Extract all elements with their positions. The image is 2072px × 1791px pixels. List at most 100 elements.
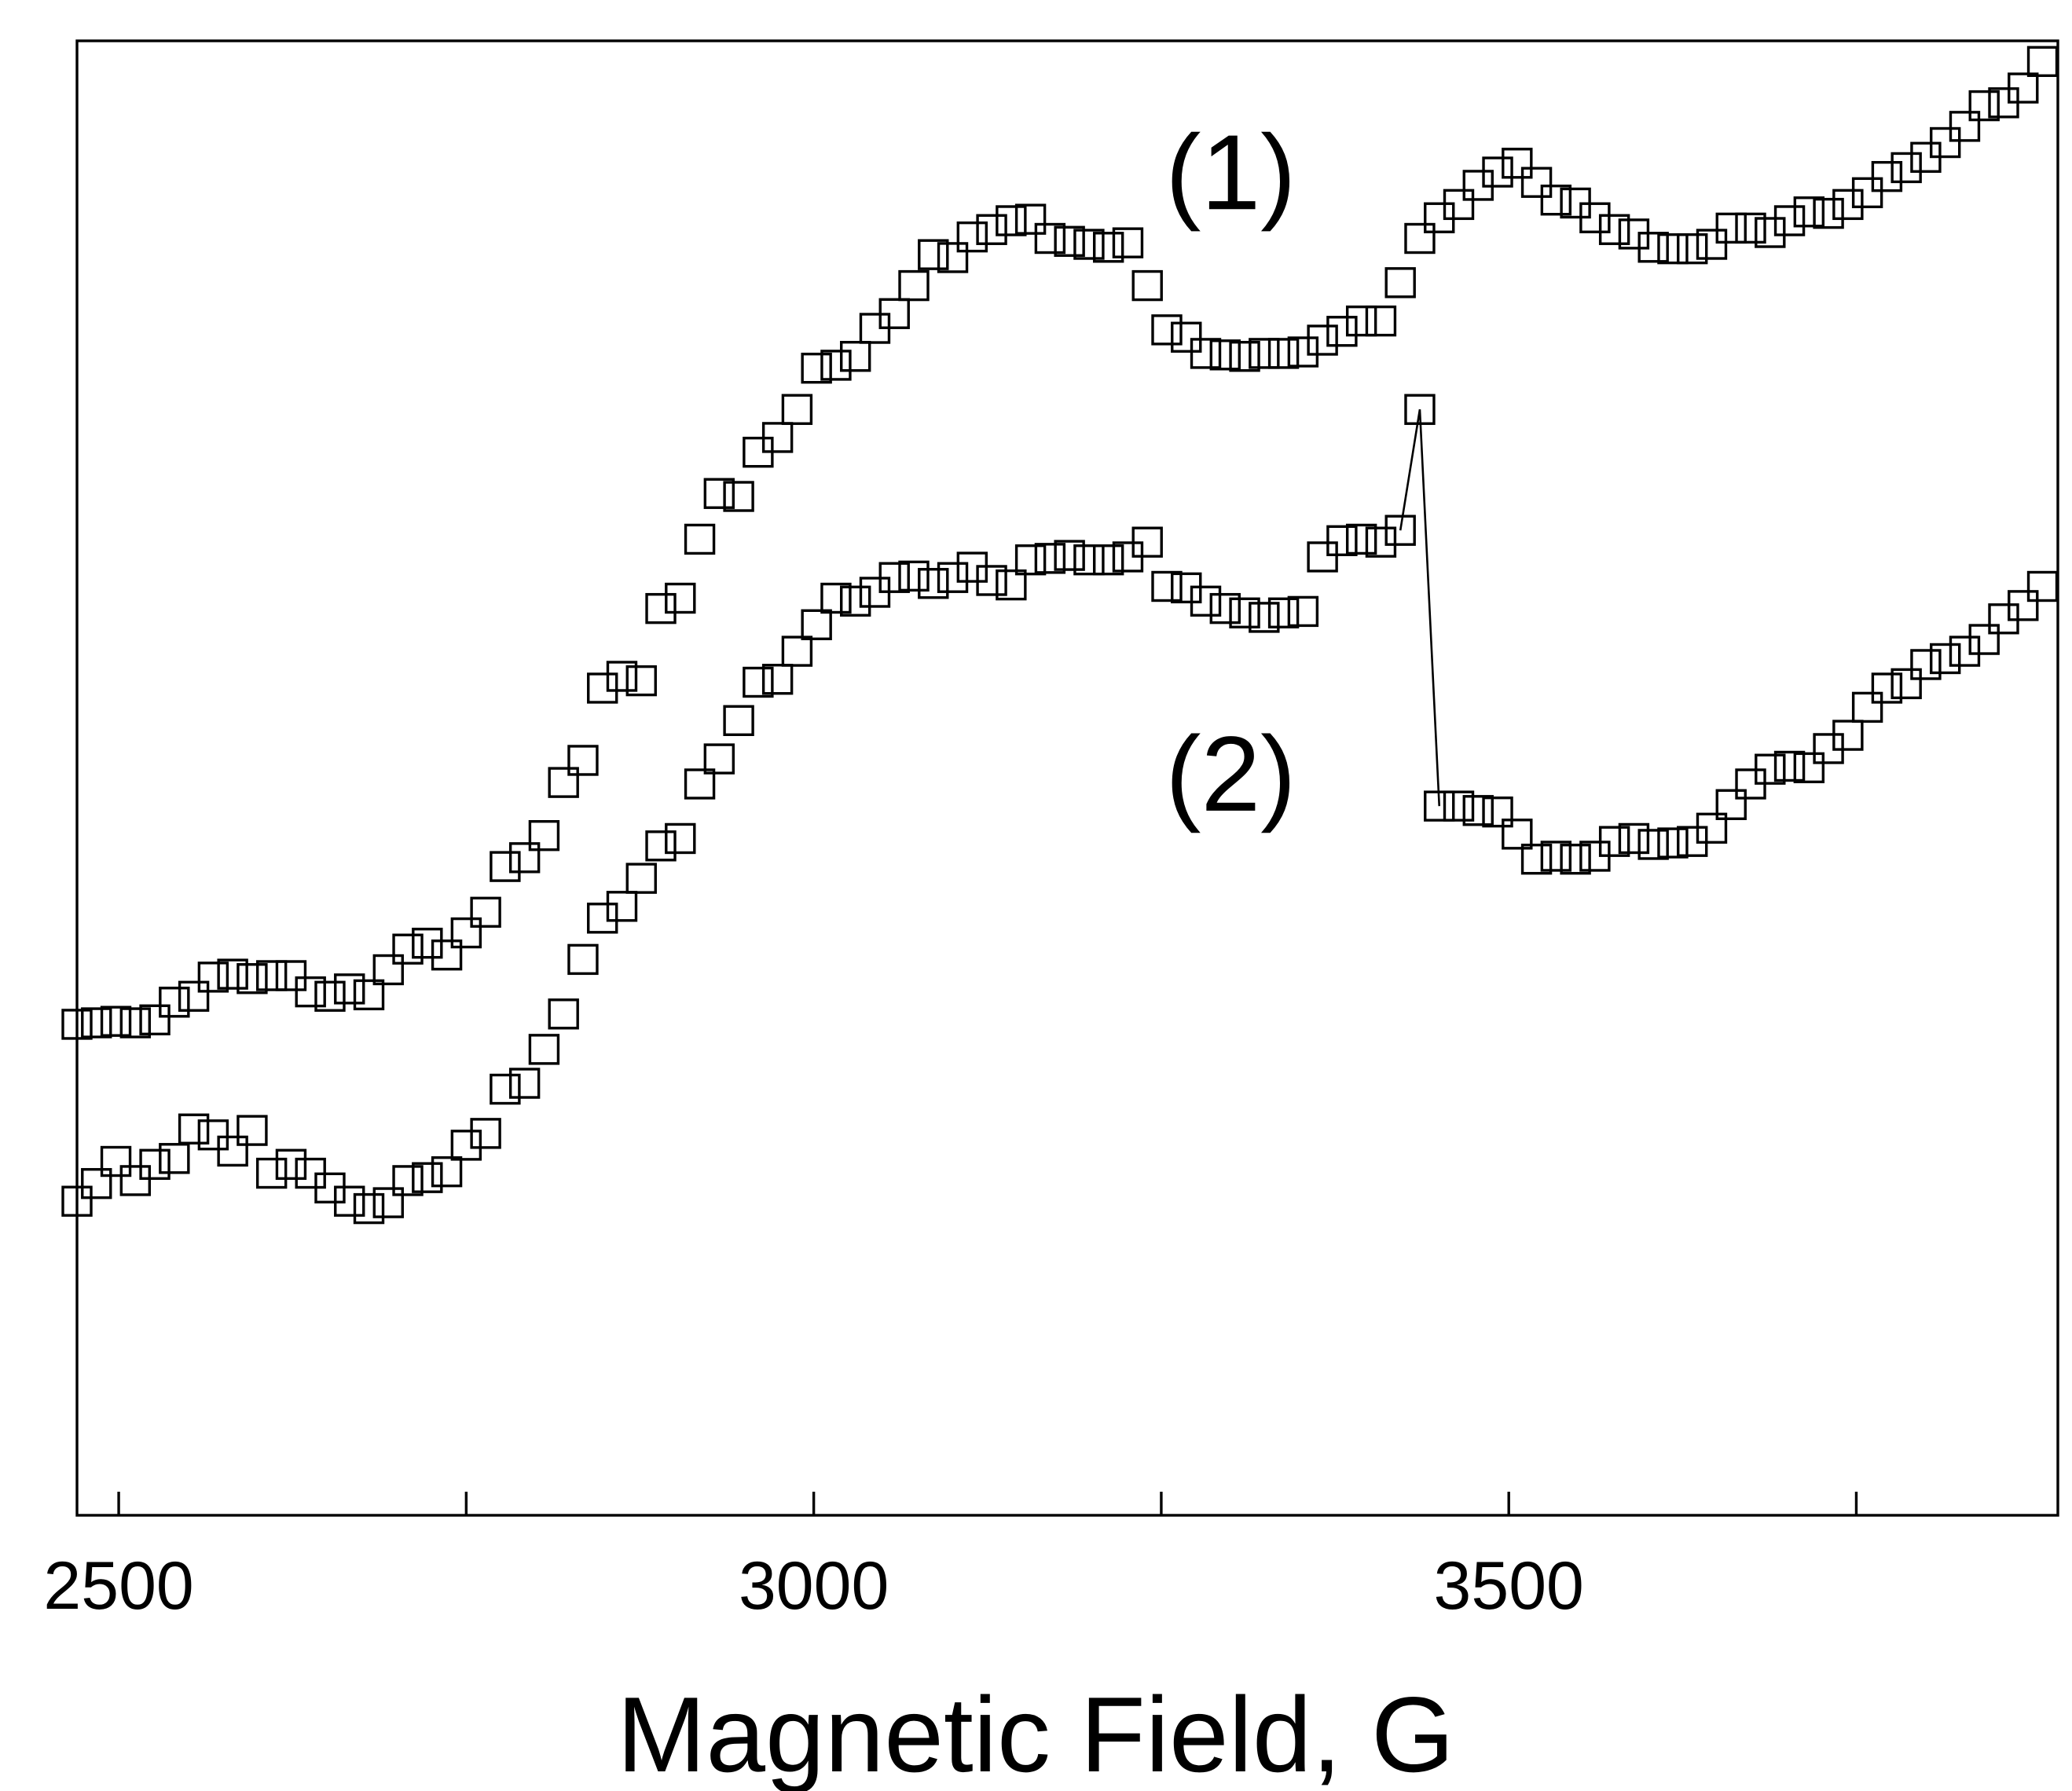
data-point — [801, 352, 832, 384]
data-point — [450, 1130, 482, 1161]
data-point — [1073, 229, 1105, 260]
data-point — [412, 1162, 443, 1193]
data-point — [61, 1185, 93, 1217]
data-point — [1443, 790, 1475, 822]
data-point — [1735, 212, 1766, 244]
data-point — [937, 242, 969, 273]
data-point — [587, 903, 618, 934]
data-point — [625, 863, 657, 894]
data-point — [1755, 753, 1786, 785]
data-point — [1520, 844, 1553, 875]
data-point — [237, 1115, 268, 1146]
data-point — [178, 1113, 210, 1145]
data-point — [1560, 844, 1591, 875]
spike-trace — [1399, 409, 1441, 807]
data-point — [820, 350, 852, 381]
data-point — [139, 1148, 171, 1180]
data-point — [684, 523, 716, 555]
data-point — [490, 851, 521, 882]
data-point — [567, 745, 599, 776]
data-point — [1171, 321, 1202, 353]
data-point — [139, 1004, 171, 1036]
data-point — [1209, 592, 1241, 624]
data-point — [275, 960, 307, 991]
data-point — [1715, 212, 1747, 244]
data-point — [1930, 126, 1961, 159]
data-point — [2026, 46, 2059, 77]
data-point — [898, 560, 930, 592]
data-point — [334, 973, 365, 1005]
data-point — [645, 592, 677, 624]
data-point — [1054, 225, 1085, 257]
plot-frame — [75, 39, 2059, 1517]
data-point — [217, 1135, 248, 1167]
data-point — [723, 705, 754, 736]
data-point — [1131, 526, 1163, 558]
data-point — [1190, 585, 1222, 617]
data-point — [840, 585, 871, 617]
data-point — [1871, 160, 1903, 192]
data-point — [255, 960, 288, 991]
data-point — [878, 562, 910, 593]
series-2 — [61, 394, 2059, 1225]
data-point — [976, 214, 1007, 245]
data-point — [1579, 202, 1611, 233]
data-point — [1267, 338, 1300, 369]
data-point — [1229, 340, 1260, 372]
data-point — [801, 609, 832, 640]
data-point — [898, 269, 930, 302]
data-point — [1949, 635, 1981, 667]
data-point — [159, 1143, 190, 1174]
data-point — [918, 568, 949, 599]
data-point — [820, 582, 852, 614]
data-point — [1618, 822, 1650, 855]
series-1 — [61, 46, 2059, 1040]
data-point — [1598, 826, 1630, 857]
data-point — [1151, 570, 1183, 602]
data-point — [1209, 339, 1241, 371]
data-point — [431, 939, 463, 971]
data-point — [1890, 152, 1922, 184]
data-point — [119, 1165, 152, 1196]
data-point — [1502, 819, 1533, 850]
data-point — [431, 1156, 463, 1188]
data-point — [100, 1145, 132, 1178]
data-point — [1677, 233, 1708, 265]
data-point — [1112, 227, 1144, 258]
data-point — [1773, 205, 1806, 236]
curve-label: (2) — [1165, 714, 1296, 833]
data-point — [1287, 595, 1319, 628]
data-point — [1637, 829, 1669, 860]
data-point — [1092, 544, 1124, 576]
data-point — [645, 830, 677, 862]
data-point — [781, 394, 813, 425]
data-point — [1890, 668, 1922, 700]
data-point — [976, 565, 1007, 596]
data-point — [470, 896, 501, 928]
data-point — [1696, 229, 1728, 260]
data-point — [1365, 305, 1397, 337]
x-axis-ticks — [117, 1492, 1858, 1515]
data-point — [1657, 233, 1689, 265]
data-point — [1851, 691, 1883, 723]
data-point — [353, 979, 385, 1011]
data-point — [334, 1185, 365, 1217]
x-tick-label: 2500 — [43, 1548, 193, 1624]
data-point — [295, 976, 326, 1008]
data-point — [1502, 148, 1533, 179]
data-point — [1249, 602, 1280, 633]
data-point — [372, 954, 404, 986]
data-point — [761, 422, 794, 453]
data-point — [1851, 177, 1883, 209]
data-point — [197, 961, 229, 993]
data-point — [1014, 203, 1047, 235]
data-point — [61, 1009, 93, 1040]
data-point — [761, 664, 794, 695]
data-point — [918, 239, 949, 270]
data-point — [2008, 590, 2039, 621]
data-point — [1949, 111, 1981, 142]
data-point — [1151, 314, 1183, 346]
data-point — [1657, 827, 1689, 859]
data-point — [1540, 185, 1572, 216]
